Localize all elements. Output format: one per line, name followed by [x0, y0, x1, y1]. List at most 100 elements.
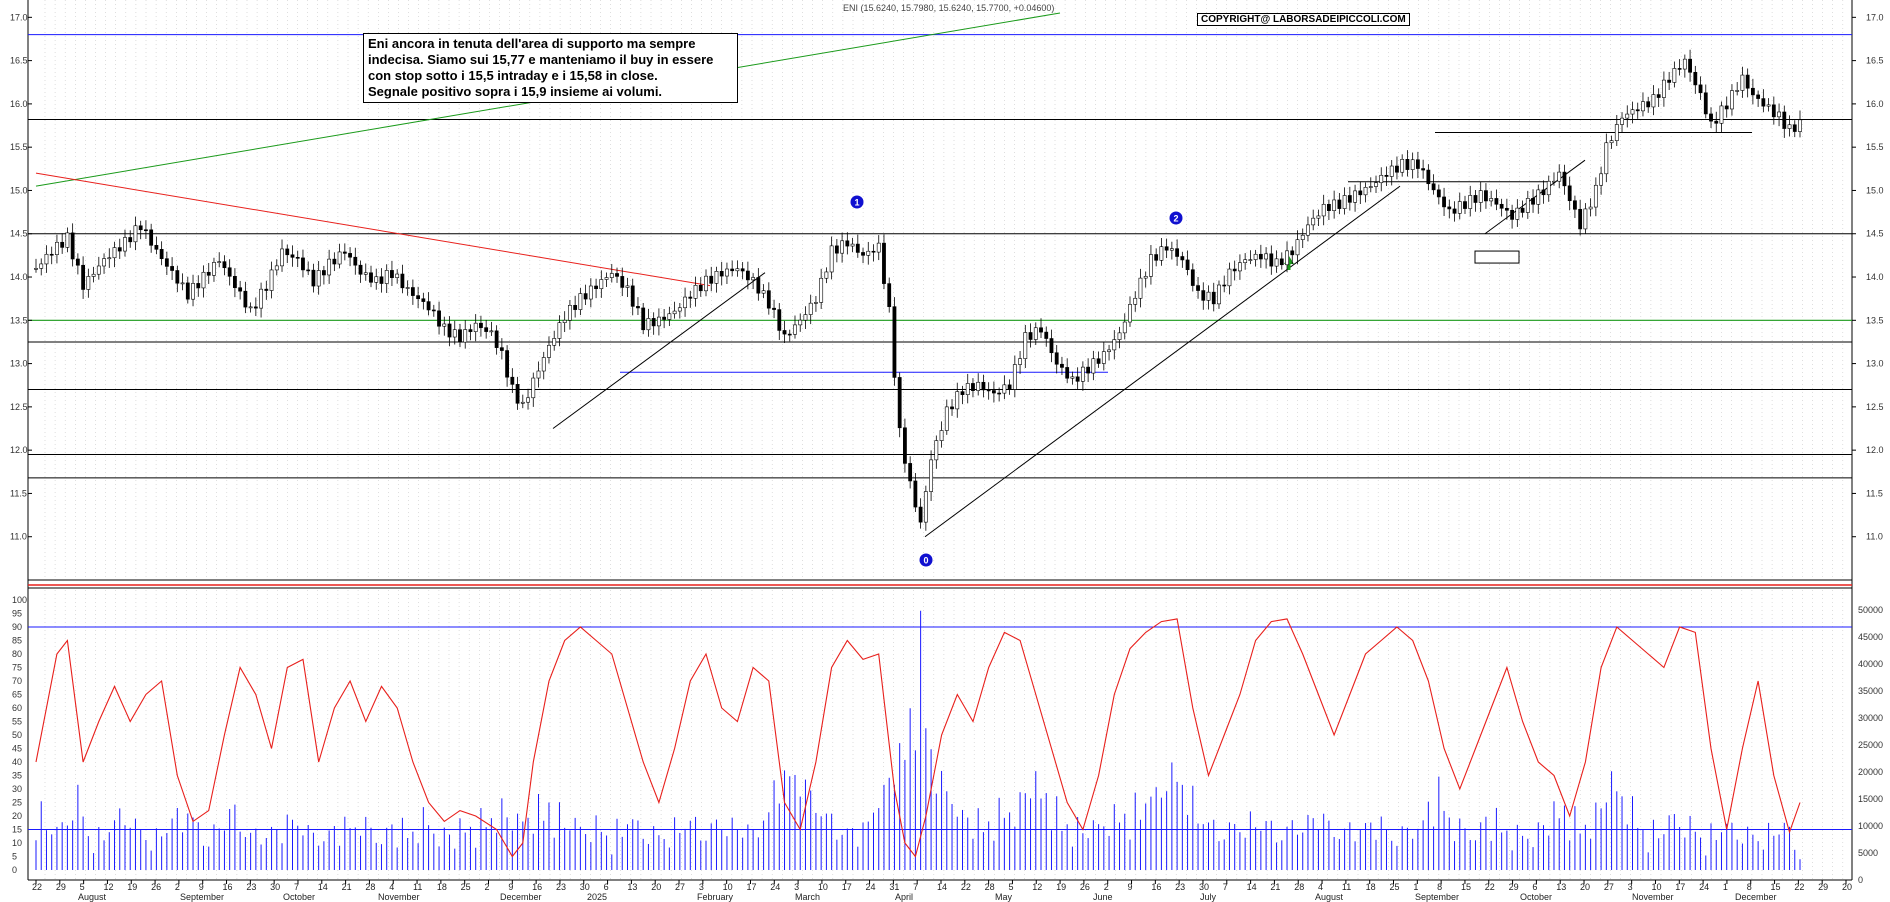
day-label: 28: [1294, 882, 1304, 892]
price-tick-label: 12.0: [10, 445, 28, 455]
candle-body: [923, 491, 928, 523]
candle-body: [34, 268, 38, 270]
candle-body: [1007, 384, 1012, 390]
month-label: June: [1093, 892, 1113, 902]
candle-body: [212, 262, 216, 276]
candle-body: [1101, 351, 1106, 364]
candle-body: [1436, 189, 1441, 198]
candle-body: [1169, 248, 1174, 251]
day-label: 1: [1723, 882, 1728, 892]
candle-body: [887, 283, 892, 307]
candle-body: [175, 270, 180, 284]
candle-body: [410, 287, 415, 296]
candle-body: [1337, 199, 1342, 209]
candle-body: [227, 267, 232, 277]
candle-body: [358, 264, 363, 275]
candle-body: [60, 241, 65, 248]
candle-body: [1536, 189, 1541, 205]
oscillator-tick-label: 50: [12, 730, 22, 740]
candle-body: [1499, 203, 1504, 209]
candle-body: [133, 225, 138, 243]
date-axis: 22 29 5 12 19 26 2 9 16 23 30 7 14 21 28 4 11 18 25 2 9 16 23 3…: [32, 880, 1852, 902]
day-label: 7: [1223, 882, 1228, 892]
candle-body: [1426, 169, 1431, 185]
candle-body: [458, 329, 462, 343]
day-label: 30: [1199, 882, 1209, 892]
candle-body: [1091, 358, 1096, 374]
candle-body: [871, 250, 876, 253]
candle-body: [520, 401, 525, 404]
volume-tick-label: 30000: [1858, 713, 1883, 723]
candle-body: [1374, 182, 1378, 187]
candle-body: [1175, 248, 1180, 257]
candle-body: [1358, 190, 1363, 196]
month-label: September: [1415, 892, 1459, 902]
candle-body: [264, 288, 269, 291]
candle-body: [1379, 174, 1384, 184]
candle-body: [1504, 207, 1509, 211]
candle-body: [651, 318, 656, 327]
candle-body: [1452, 208, 1457, 214]
candle-body: [1201, 290, 1206, 301]
day-label: 18: [437, 882, 447, 892]
candle-body: [861, 252, 865, 256]
candle-body: [1573, 200, 1577, 210]
day-label: 6: [604, 882, 609, 892]
oscillator-tick-label: 15: [12, 825, 22, 835]
candle-body: [1232, 268, 1237, 272]
candle-body: [1321, 203, 1326, 217]
candle-body: [484, 327, 489, 332]
candle-body: [1290, 250, 1295, 256]
candle-body: [840, 240, 845, 254]
candle-body: [144, 229, 148, 232]
candle-body: [1395, 165, 1399, 173]
candle-body: [91, 273, 96, 277]
candle-body: [301, 257, 305, 271]
candle-body: [1363, 186, 1368, 196]
candle-body: [1138, 277, 1143, 299]
candle-body: [562, 319, 567, 323]
candle-body: [986, 389, 991, 392]
day-label: 5: [1008, 882, 1013, 892]
oscillator-tick-label: 45: [12, 744, 22, 754]
candle-body: [625, 285, 630, 288]
wave-marker: [1169, 211, 1183, 225]
day-label: 22: [961, 882, 971, 892]
candle-body: [1630, 109, 1635, 115]
wave-labels: 1 2 0: [850, 195, 1183, 567]
candle-body: [1714, 120, 1719, 124]
day-label: 6: [1532, 882, 1537, 892]
candle-body: [1332, 199, 1337, 211]
price-axis: 17.0 17.0 16.5 16.5 16.0 16.0 15.5 15.5 15.0 15.0…: [10, 12, 1884, 541]
candle-body: [1787, 124, 1792, 129]
day-label: 3: [1628, 882, 1633, 892]
candle-body: [882, 242, 886, 284]
candle-body: [1149, 254, 1153, 277]
day-label: 4: [1318, 882, 1323, 892]
price-tick-label: 16.5: [1866, 56, 1884, 66]
candle-body: [1724, 105, 1729, 110]
candle-body: [693, 284, 698, 299]
month-label: May: [995, 892, 1013, 902]
candle-body: [557, 322, 562, 339]
day-label: 22: [1794, 882, 1804, 892]
candle-body: [117, 247, 122, 252]
day-label: 14: [1247, 882, 1257, 892]
candle-body: [1248, 259, 1253, 261]
candle-body: [1400, 159, 1405, 173]
candle-body: [981, 381, 986, 391]
candle-body: [688, 296, 693, 299]
day-label: 22: [1485, 882, 1495, 892]
day-label: 25: [461, 882, 471, 892]
volume-tick-label: 35000: [1858, 686, 1883, 696]
candle-body: [1510, 209, 1515, 220]
candle-body: [751, 277, 756, 281]
candle-body: [1415, 159, 1420, 169]
candle-body: [1541, 189, 1546, 196]
candle-body: [1002, 384, 1007, 394]
candle-body: [75, 258, 80, 266]
oscillator-tick-label: 100: [12, 595, 27, 605]
day-label: 13: [1556, 882, 1566, 892]
candle-body: [1740, 74, 1745, 91]
